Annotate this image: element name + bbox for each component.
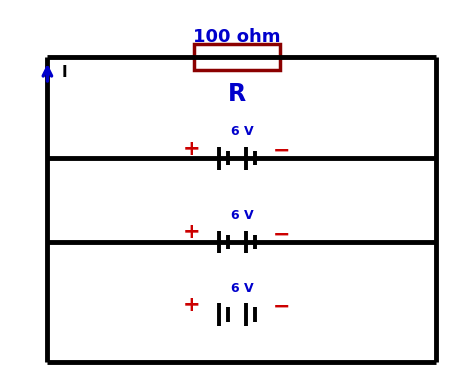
Text: −: − xyxy=(273,297,291,317)
Text: 100 ohm: 100 ohm xyxy=(193,28,281,46)
Text: I: I xyxy=(62,65,67,80)
Text: +: + xyxy=(183,139,201,158)
Text: +: + xyxy=(183,223,201,242)
Text: −: − xyxy=(273,224,291,244)
Text: 6 V: 6 V xyxy=(231,209,254,222)
Text: R: R xyxy=(228,82,246,106)
Text: 6 V: 6 V xyxy=(231,282,254,295)
Bar xyxy=(194,44,280,70)
Text: 6 V: 6 V xyxy=(231,125,254,138)
Text: +: + xyxy=(183,295,201,315)
Text: −: − xyxy=(273,141,291,160)
